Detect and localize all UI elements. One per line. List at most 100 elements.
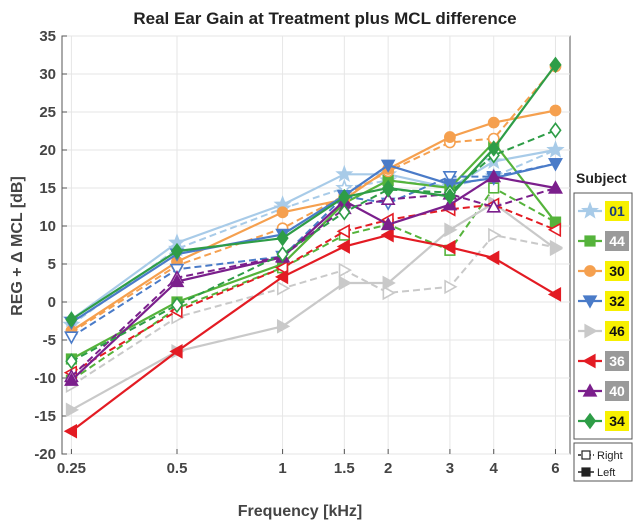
legend-label-30: 30: [609, 263, 625, 279]
series-40-left-point: [548, 180, 563, 194]
series-36-left-point: [547, 287, 562, 302]
series-01-left-point: [335, 164, 354, 182]
series-30-left-point: [549, 104, 562, 117]
legend-title: Subject: [576, 170, 627, 186]
y-axis-label: REG + Δ MCL [dB]: [9, 176, 26, 316]
legend-label-bg-01: [605, 201, 629, 221]
series-30-left-point: [444, 131, 456, 143]
series-34-right-line: [70, 129, 556, 363]
series-34-left-point: [170, 242, 184, 260]
series-36-left-point: [274, 269, 289, 285]
series-32-right-point: [442, 171, 458, 185]
legend-label-36: 36: [609, 353, 625, 369]
series-34-left-point: [549, 56, 562, 74]
legend-label-bg-46: [605, 321, 629, 341]
y-tick-label: 30: [39, 66, 56, 83]
series-36-left-point: [63, 423, 78, 439]
axis-ticks: -20 -15 -10 -5 0 5 10 15 20 25 30 35 0.25 0.5 1 1.5 2 3 4 6: [34, 28, 559, 477]
series-30-left-line: [70, 109, 556, 332]
series-36-left-point: [486, 250, 500, 266]
series-36-left-point: [336, 239, 350, 254]
legend-marker-30: [584, 265, 596, 277]
series-32-right-point: [169, 263, 185, 277]
legend: Subject 01 44 30 32 46 36 40 34: [573, 170, 633, 440]
series-44-right-line: [70, 186, 556, 382]
series-46-left-point: [444, 222, 458, 238]
y-tick-label: -20: [34, 446, 56, 463]
series-36-right-point: [274, 260, 289, 276]
y-tick-label: 35: [39, 28, 56, 45]
series-40-left-line: [70, 175, 556, 382]
x-tick-label: 4: [490, 460, 499, 477]
series-34-right-point: [170, 296, 184, 314]
legend-item-32: 32: [578, 291, 629, 311]
series-46-left-point: [65, 402, 80, 418]
legend-label-34: 34: [609, 413, 625, 429]
y-tick-label: 10: [39, 218, 56, 235]
legend-marker-01: [581, 201, 599, 219]
legend-item-40: 40: [578, 381, 629, 401]
y-tick-label: 5: [48, 256, 56, 273]
series-layer: [62, 56, 565, 439]
series-34-left-point: [443, 188, 457, 205]
y-tick-label: -10: [34, 370, 56, 387]
x-tick-label: 1: [278, 460, 286, 477]
y-tick-label: 20: [39, 142, 56, 159]
series-30-left-point: [276, 206, 289, 219]
series-34-left-point: [338, 188, 351, 206]
legend-label-46: 46: [609, 323, 625, 339]
series-40-right-point: [380, 191, 396, 205]
series-40-left-point: [486, 168, 502, 183]
legend-label-bg-34: [605, 411, 629, 431]
legend-marker-40: [582, 383, 598, 397]
legend-box: [573, 192, 633, 440]
series-34: [65, 56, 562, 370]
series-46-left-point: [382, 275, 396, 291]
legend-item-30: 30: [578, 261, 629, 281]
x-tick-label: 0.25: [57, 460, 86, 477]
series-46-right-line: [70, 234, 556, 387]
series-34-right-point: [65, 353, 78, 370]
series-32-right-point: [64, 331, 79, 345]
series-40-left-point: [64, 372, 79, 386]
series-30-left-point: [487, 116, 500, 129]
series-36-right-point: [547, 222, 562, 238]
series-30-right-line: [70, 65, 557, 334]
legend-label-44: 44: [609, 233, 625, 249]
series-46-left-point: [338, 275, 352, 291]
legend-label-32: 32: [609, 293, 625, 309]
series-36-left-point: [169, 344, 183, 359]
legend-marker-46: [584, 323, 598, 339]
series-36-right-point: [336, 223, 350, 239]
series-32-left-line: [70, 162, 556, 324]
y-tick-label: -5: [43, 332, 56, 349]
series-40-left-point: [169, 273, 185, 288]
y-tick-label: -15: [34, 408, 56, 425]
gridlines: [62, 35, 570, 455]
series-32-right-line: [70, 162, 556, 338]
legend-label-bg-44: [605, 231, 629, 251]
series-46-left-line: [70, 201, 557, 411]
legend-item-36: 36: [578, 351, 629, 371]
series-32-left-point: [548, 158, 563, 172]
side-legend-open-marker: [581, 450, 591, 460]
series-34-left-point: [382, 179, 395, 197]
series-46-right-point: [338, 262, 352, 278]
series-34-right-point: [549, 121, 562, 139]
legend-item-34: 34: [578, 411, 629, 431]
y-tick-label: 15: [39, 180, 56, 197]
legend-label-bg-36: [605, 351, 629, 371]
series-46-right-point: [276, 280, 291, 296]
x-tick-label: 2: [384, 460, 392, 477]
x-axis-label: Frequency [kHz]: [238, 503, 362, 520]
series-34-left-line: [70, 64, 557, 321]
x-tick-label: 6: [551, 460, 559, 477]
x-tick-label: 3: [446, 460, 454, 477]
legend-marker-34: [583, 412, 597, 430]
series-40-left-point: [380, 216, 396, 231]
chart-title: Real Ear Gain at Treatment plus MCL diff…: [133, 9, 516, 28]
series-34-left-point: [276, 229, 289, 247]
series-36-left-line: [70, 233, 557, 433]
series-36-left-point: [380, 227, 394, 243]
